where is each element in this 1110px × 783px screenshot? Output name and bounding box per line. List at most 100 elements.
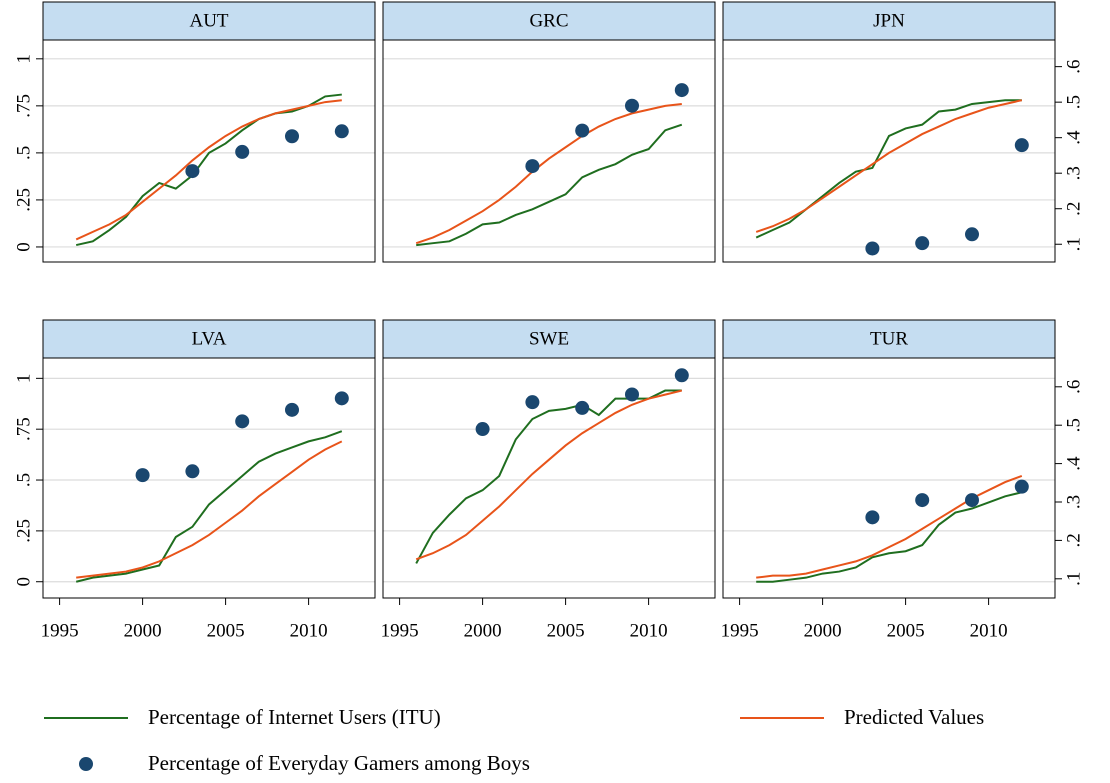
gamer-dot xyxy=(525,159,540,174)
y-tick-label: .75 xyxy=(13,417,34,441)
legend-label: Percentage of Everyday Gamers among Boys xyxy=(148,751,530,775)
y-tick-label: .25 xyxy=(13,519,34,543)
y2-tick-label: .1 xyxy=(1063,572,1084,586)
y-tick-label: 0 xyxy=(13,242,34,252)
legend-label: Predicted Values xyxy=(844,705,984,729)
panel: TUR .1 .2 .3 .4 .5 .6 1995 2000 2005 2010 xyxy=(721,319,1084,641)
legend: Percentage of Internet Users (ITU) Predic… xyxy=(44,705,984,775)
gamer-dot xyxy=(185,464,200,479)
series-line xyxy=(416,123,683,247)
y-tick-label: .75 xyxy=(13,94,34,118)
x-tick-label: 2005 xyxy=(207,620,245,641)
x-tick-label: 1995 xyxy=(41,620,79,641)
panel-header xyxy=(42,1,376,41)
x-tick-label: 2000 xyxy=(464,620,502,641)
gamer-dot xyxy=(625,98,639,113)
series-line xyxy=(75,93,342,247)
panel: SWE 1995 2000 2005 2010 xyxy=(381,319,716,641)
gamer-dot xyxy=(575,400,590,415)
y2-tick-label: .5 xyxy=(1063,95,1084,109)
y-tick-label: 1 xyxy=(13,54,34,64)
gamer-dot xyxy=(475,422,490,437)
panel-header xyxy=(382,319,716,359)
gamer-dot xyxy=(135,468,150,483)
series-line xyxy=(75,99,342,241)
gamer-dot xyxy=(185,164,200,179)
legend-dot xyxy=(79,757,93,771)
y-tick-label: .5 xyxy=(13,473,34,487)
x-tick-label: 2010 xyxy=(970,620,1008,641)
series-line xyxy=(755,99,1023,233)
y2-tick-label: .3 xyxy=(1063,495,1084,509)
gamer-dot xyxy=(965,227,979,242)
panel-header xyxy=(722,319,1056,359)
plot-frame xyxy=(42,39,376,263)
panel: JPN .1 .2 .3 .4 .5 .6 xyxy=(722,1,1084,263)
x-tick-label: 2010 xyxy=(290,620,328,641)
y2-tick-label: .6 xyxy=(1063,60,1084,74)
series-line xyxy=(415,389,682,564)
series-line xyxy=(755,99,1022,239)
gamer-dot xyxy=(334,391,349,406)
plot-frame xyxy=(382,357,716,599)
gamer-dot xyxy=(865,510,880,525)
panel-title: SWE xyxy=(529,328,569,349)
panel: AUT 0 .25 .5 .75 1 xyxy=(13,1,376,263)
y2-tick-label: .1 xyxy=(1063,237,1084,251)
gamer-dot xyxy=(625,387,639,402)
y2-tick-label: .2 xyxy=(1063,202,1084,216)
series-line xyxy=(756,475,1023,579)
y-tick-label: .5 xyxy=(13,146,34,160)
panel-title: AUT xyxy=(189,10,228,31)
y2-tick-label: .5 xyxy=(1063,418,1084,432)
y2-tick-label: .3 xyxy=(1063,166,1084,180)
series-line xyxy=(75,430,343,583)
y-tick-label: 0 xyxy=(13,577,34,587)
gamer-dot xyxy=(575,123,590,138)
panel: GRC xyxy=(382,1,716,263)
y-tick-label: .25 xyxy=(13,188,34,212)
x-tick-label: 1995 xyxy=(381,620,419,641)
plot-frame xyxy=(382,39,716,263)
gamer-dot xyxy=(285,129,299,144)
series-line xyxy=(76,440,343,579)
gamer-dot xyxy=(1014,138,1029,153)
gamer-dot xyxy=(285,402,299,417)
panel-header xyxy=(42,319,376,359)
x-tick-label: 1995 xyxy=(721,620,759,641)
y-tick-label: 1 xyxy=(13,374,34,384)
gamer-dot xyxy=(235,144,250,159)
x-tick-label: 2005 xyxy=(887,620,925,641)
gamer-dot xyxy=(674,368,689,383)
plot-frame xyxy=(722,39,1056,263)
x-tick-label: 2010 xyxy=(630,620,668,641)
legend-label: Percentage of Internet Users (ITU) xyxy=(148,705,441,729)
plot-frame xyxy=(42,357,376,599)
y2-tick-label: .6 xyxy=(1063,380,1084,394)
x-tick-label: 2000 xyxy=(124,620,162,641)
gamer-dot xyxy=(915,236,930,251)
series-line xyxy=(415,389,683,561)
panel-title: GRC xyxy=(529,10,568,31)
gamer-dot xyxy=(525,395,540,410)
x-tick-label: 2005 xyxy=(547,620,585,641)
series-line xyxy=(415,102,682,245)
y2-tick-label: .2 xyxy=(1063,533,1084,547)
panel-title: TUR xyxy=(870,328,908,349)
plot-frame xyxy=(722,357,1056,599)
panel-header xyxy=(382,1,716,41)
gamer-dot xyxy=(674,83,689,98)
panel-title: JPN xyxy=(873,10,905,31)
gamer-dot xyxy=(1014,479,1029,494)
y2-tick-label: .4 xyxy=(1063,456,1084,471)
x-tick-label: 2000 xyxy=(804,620,842,641)
gamer-dot xyxy=(915,493,930,508)
gamer-dot xyxy=(235,414,250,429)
series-line xyxy=(756,491,1023,583)
gamer-dot xyxy=(965,493,979,508)
gamer-dot xyxy=(334,124,349,139)
gamer-dot xyxy=(865,241,880,256)
y2-tick-label: .4 xyxy=(1063,130,1084,145)
panel-title: LVA xyxy=(192,328,227,349)
